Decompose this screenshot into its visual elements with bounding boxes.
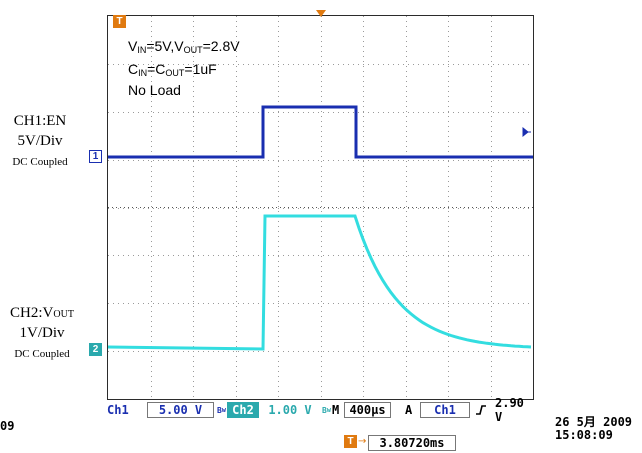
status-timebase-prefix: M — [332, 403, 340, 417]
time: 15:08:09 — [555, 428, 613, 442]
ch2-waveform — [108, 214, 532, 351]
status-ch2-label: Ch2 — [227, 402, 259, 418]
status-trigger-mode: A — [405, 403, 413, 417]
status-ch1-scale[interactable]: 5.00 V — [147, 402, 214, 418]
trigger-position-icon: T — [344, 435, 357, 448]
status-trigger-source[interactable]: Ch1 — [420, 402, 470, 418]
status-ch2-scale[interactable]: 1.00 V — [268, 403, 312, 417]
status-timebase[interactable]: 400µs — [344, 402, 391, 418]
date-time: 26 5月 2009 15:08:09 — [555, 416, 632, 442]
scope-display: VIN=5V,VOUT=2.8V CIN=COUT=1uF No Load — [107, 15, 534, 400]
status-ch1-label: Ch1 — [107, 403, 129, 417]
ch1-scale: 5V/Div — [17, 133, 63, 149]
annotation-vin-vout: VIN=5V,VOUT=2.8V — [128, 38, 240, 55]
annotation-load: No Load — [128, 82, 181, 98]
arrow-right-icon: → — [358, 436, 367, 447]
trigger-position-marker[interactable]: T — [113, 15, 126, 28]
ch1-coupling: DC Coupled — [12, 156, 68, 168]
ch2-scale: 1V/Div — [19, 325, 65, 341]
ch2-label-block: CH2:VOUT 1V/Div DC Coupled — [4, 305, 80, 360]
ch1-ground-marker[interactable]: 1 — [89, 150, 102, 163]
rising-edge-icon — [476, 405, 486, 415]
ch1-trigger-level-icon — [522, 126, 531, 138]
date: 26 5月 2009 — [555, 415, 633, 429]
ch1-waveform — [108, 105, 533, 159]
ch2-name: CH2:VOUT — [10, 305, 74, 321]
graticule-grid — [108, 16, 533, 399]
ch2-coupling: DC Coupled — [14, 348, 70, 360]
waveform-graticule — [108, 16, 533, 399]
ch1-label-block: CH1:EN 5V/Div DC Coupled — [4, 113, 76, 168]
trigger-position-value[interactable]: 3.80720ms — [368, 435, 456, 451]
status-trigger-level[interactable]: 2.90 V — [495, 396, 524, 424]
ch2-ground-marker[interactable]: 2 — [89, 343, 102, 356]
trigger-point-icon — [316, 10, 326, 17]
annotation-cin-cout: CIN=COUT=1uF — [128, 61, 217, 78]
left-clipped-text: 09 — [0, 419, 15, 433]
ch1-name: CH1:EN — [13, 113, 67, 129]
